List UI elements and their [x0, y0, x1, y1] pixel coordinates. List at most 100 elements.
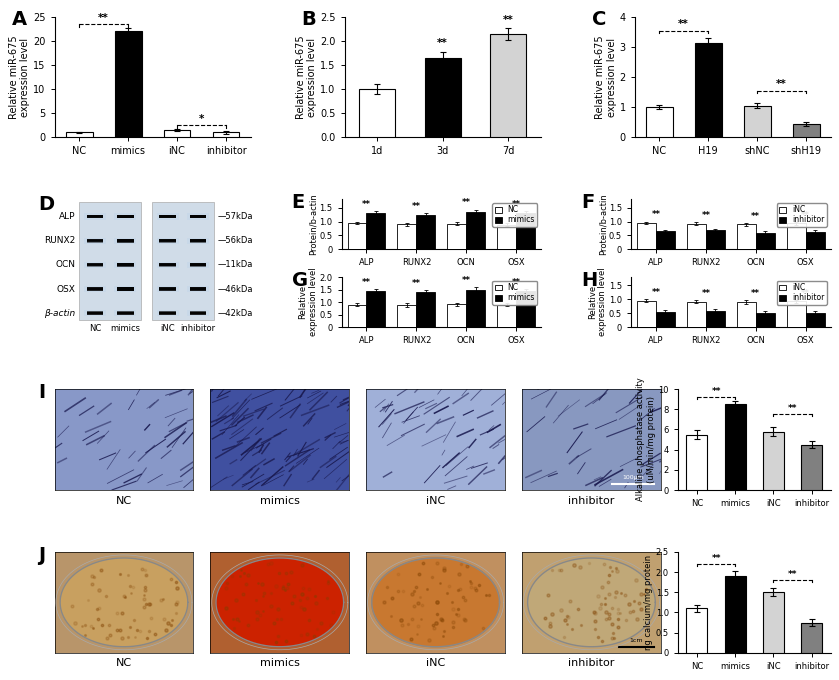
Text: E: E	[292, 193, 305, 212]
Point	[279, 636, 293, 647]
Point	[555, 605, 568, 615]
Point	[320, 593, 334, 604]
Text: **: **	[711, 387, 721, 396]
Bar	[466, 290, 485, 327]
Point	[271, 630, 284, 641]
Point	[256, 579, 269, 590]
Point	[279, 567, 293, 578]
Point	[264, 588, 278, 598]
Text: **: **	[751, 211, 760, 220]
Text: **: **	[512, 200, 521, 209]
Point	[85, 621, 98, 632]
Text: 1cm: 1cm	[630, 638, 644, 643]
Point	[543, 620, 556, 631]
Point	[594, 602, 607, 613]
Bar	[646, 107, 673, 137]
Point	[461, 561, 474, 572]
Text: **: **	[98, 13, 109, 23]
Point	[125, 588, 138, 599]
Point	[634, 604, 648, 615]
Bar	[115, 31, 142, 137]
Point	[601, 577, 614, 588]
Point	[279, 585, 292, 596]
Bar	[84, 286, 106, 292]
Point	[264, 558, 278, 568]
Point	[123, 622, 137, 632]
Point	[138, 594, 151, 605]
Text: A: A	[12, 10, 27, 29]
Point	[91, 614, 105, 625]
Bar	[763, 432, 784, 490]
Text: **: **	[751, 290, 760, 299]
Text: B: B	[301, 10, 316, 29]
Point	[602, 613, 615, 624]
Point	[611, 621, 624, 632]
Point	[596, 582, 609, 593]
Text: inhibitor: inhibitor	[180, 324, 216, 333]
Point	[545, 608, 559, 619]
Point	[450, 609, 463, 619]
Point	[87, 571, 101, 582]
Bar	[686, 435, 707, 490]
Text: iNC: iNC	[160, 324, 175, 333]
Point	[79, 619, 92, 630]
Point	[458, 615, 472, 626]
Text: **: **	[461, 199, 471, 207]
Point	[446, 603, 460, 614]
Text: **: **	[503, 15, 513, 24]
Point	[237, 568, 250, 579]
Y-axis label: ng calcium/mg protein: ng calcium/mg protein	[644, 555, 653, 650]
Point	[465, 577, 478, 588]
Point	[239, 579, 253, 590]
Point	[76, 621, 89, 632]
Point	[597, 558, 611, 569]
X-axis label: NC: NC	[116, 496, 132, 505]
Point	[591, 590, 605, 601]
Bar	[367, 291, 385, 327]
Point	[159, 625, 173, 636]
Bar	[114, 310, 137, 316]
Bar	[187, 214, 209, 220]
Point	[433, 577, 446, 588]
Point	[623, 607, 637, 618]
X-axis label: inhibitor: inhibitor	[568, 658, 615, 668]
Point	[258, 588, 271, 598]
Text: —46kDa: —46kDa	[217, 285, 253, 294]
Point	[391, 585, 404, 596]
Point	[541, 590, 555, 600]
Point	[276, 583, 289, 594]
Point	[626, 605, 639, 616]
Text: **: **	[801, 211, 810, 220]
Point	[451, 610, 465, 621]
Point	[634, 588, 648, 599]
Point	[438, 562, 451, 573]
Point	[430, 558, 444, 568]
Point	[407, 585, 420, 596]
Text: OSX: OSX	[57, 285, 76, 294]
Point	[446, 596, 459, 607]
Point	[430, 609, 443, 619]
Legend: iNC, inhibitor: iNC, inhibitor	[777, 203, 826, 226]
Point	[253, 609, 267, 620]
Bar	[114, 237, 137, 244]
Bar	[516, 291, 535, 327]
Point	[446, 617, 459, 628]
Point	[85, 578, 98, 589]
Bar	[787, 301, 805, 327]
Point	[599, 607, 612, 618]
Point	[394, 614, 408, 625]
Point	[249, 594, 263, 605]
Point	[116, 608, 129, 619]
Point	[117, 590, 130, 601]
Point	[607, 632, 621, 643]
Point	[639, 584, 653, 595]
Point	[296, 583, 310, 594]
Bar	[114, 262, 137, 268]
Y-axis label: Protein/b-actin: Protein/b-actin	[309, 193, 318, 255]
Point	[164, 619, 178, 630]
Point	[139, 569, 153, 580]
Text: **: **	[701, 211, 711, 220]
Text: —42kDa: —42kDa	[217, 309, 253, 318]
Point	[599, 614, 612, 625]
Text: **: **	[412, 202, 421, 211]
